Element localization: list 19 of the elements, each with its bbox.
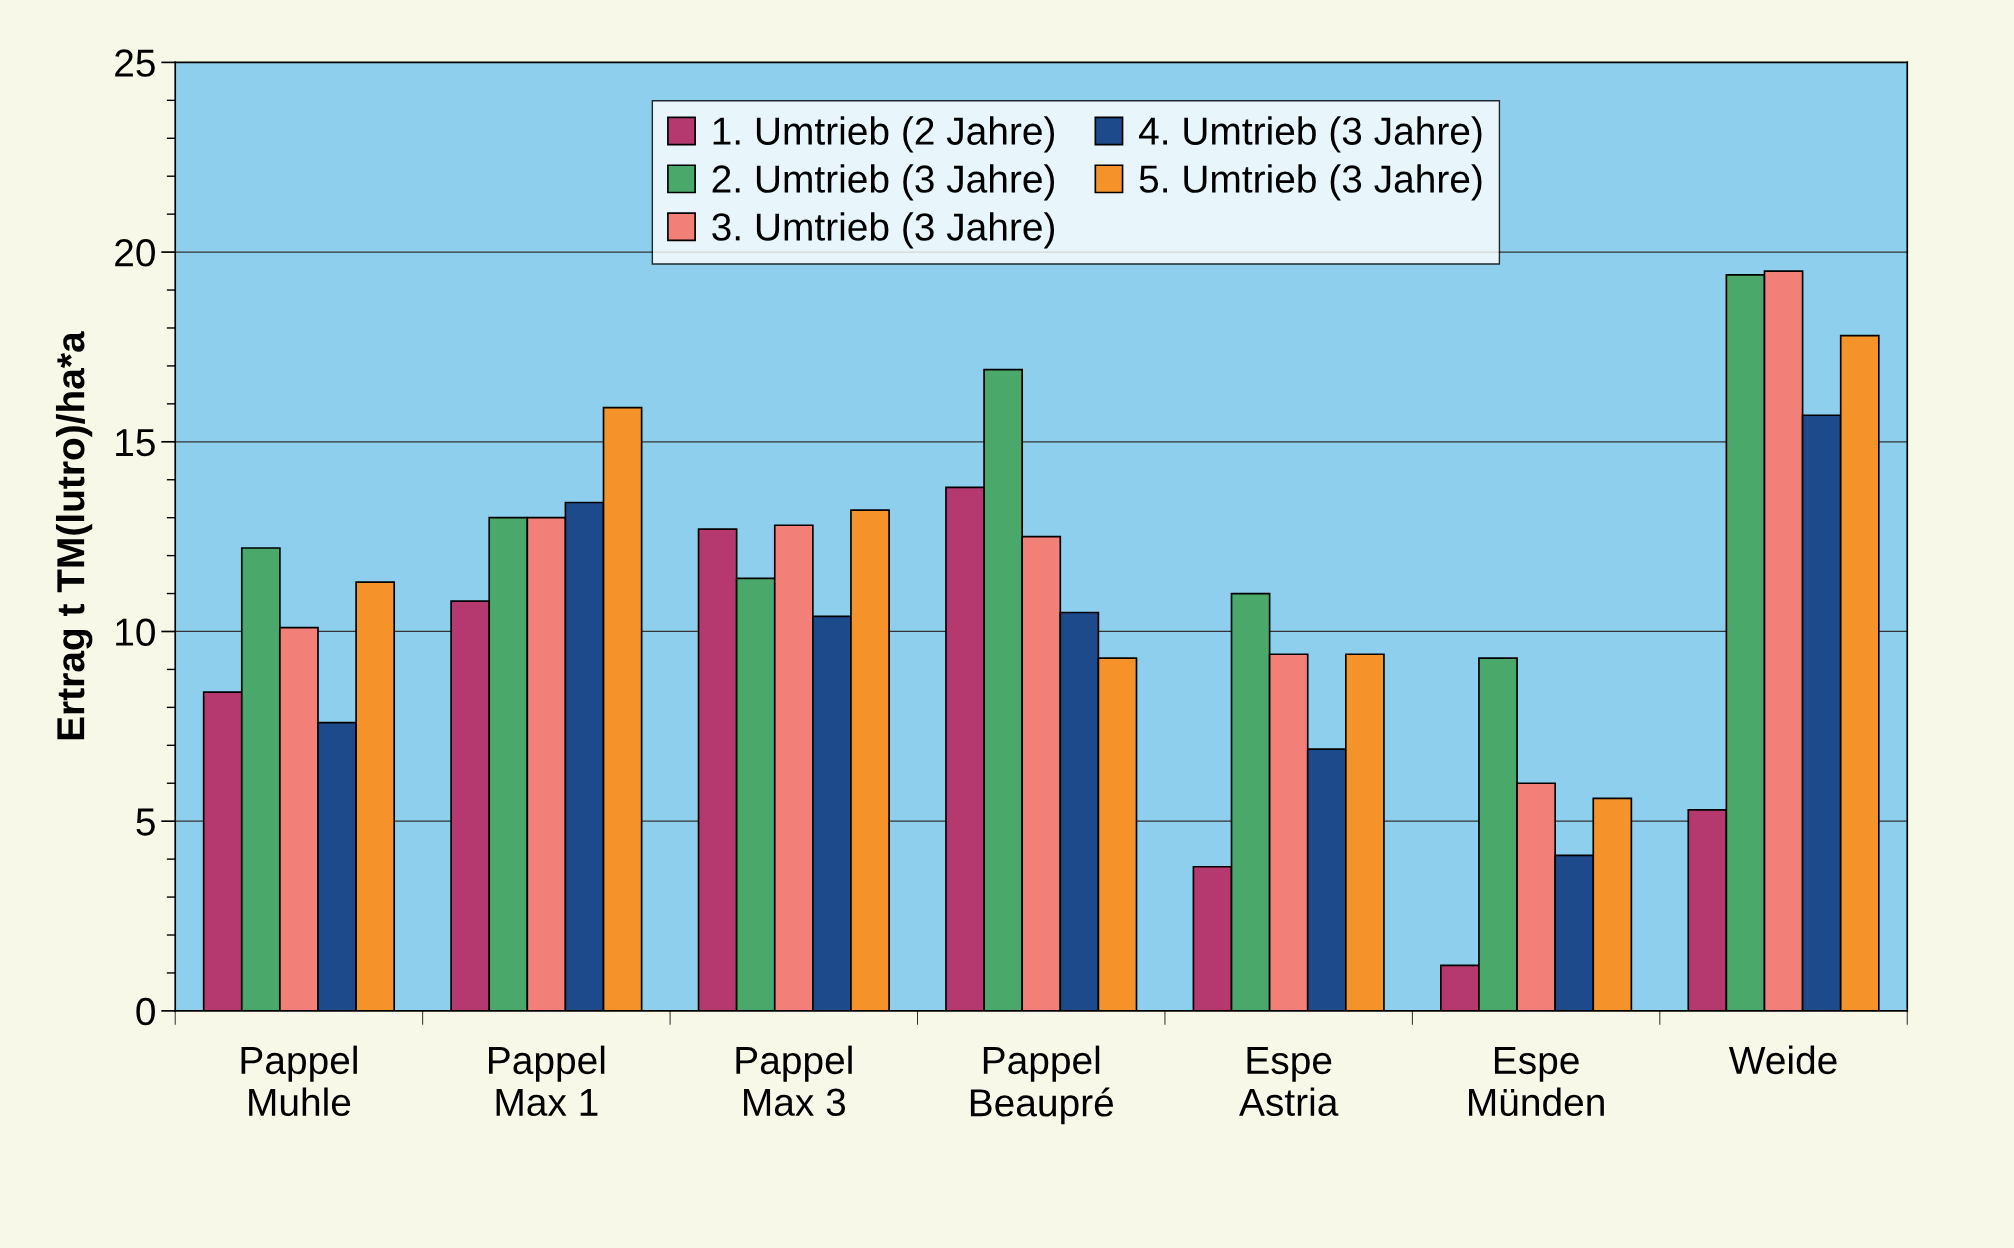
y-tick-label: 15 [116, 429, 155, 457]
x-tick-label: Pappel Muhle [241, 1045, 357, 1117]
x-tick-label: Pappel Beaupré [970, 1045, 1114, 1125]
y-tick-label: 25 [115, 49, 155, 77]
legend-label: 4. Umtrieb (3 Jahre) [1138, 116, 1482, 153]
y-tick-label: 10 [116, 618, 155, 646]
y-tick-label: 0 [136, 997, 155, 1026]
x-tick-label: Weide [1728, 1045, 1837, 1075]
legend-label: 3. Umtrieb (3 Jahre) [712, 212, 1055, 249]
x-tick-label: Pappel Max 1 [489, 1045, 605, 1117]
y-tick-label: 20 [115, 239, 155, 267]
y-axis-title: Ertrag t TM(lutro)/ha*a [55, 331, 93, 740]
x-tick-label: Espe Münden [1469, 1047, 1604, 1117]
x-tick-label: Espe Astria [1239, 1047, 1339, 1117]
x-tick-label: Pappel Max 3 [736, 1045, 852, 1117]
legend-label: 1. Umtrieb (2 Jahre) [713, 116, 1055, 153]
legend-label: 2. Umtrieb (3 Jahre) [712, 164, 1055, 201]
y-tick-label: 5 [136, 808, 155, 836]
legend-label: 5. Umtrieb (3 Jahre) [1139, 164, 1482, 201]
